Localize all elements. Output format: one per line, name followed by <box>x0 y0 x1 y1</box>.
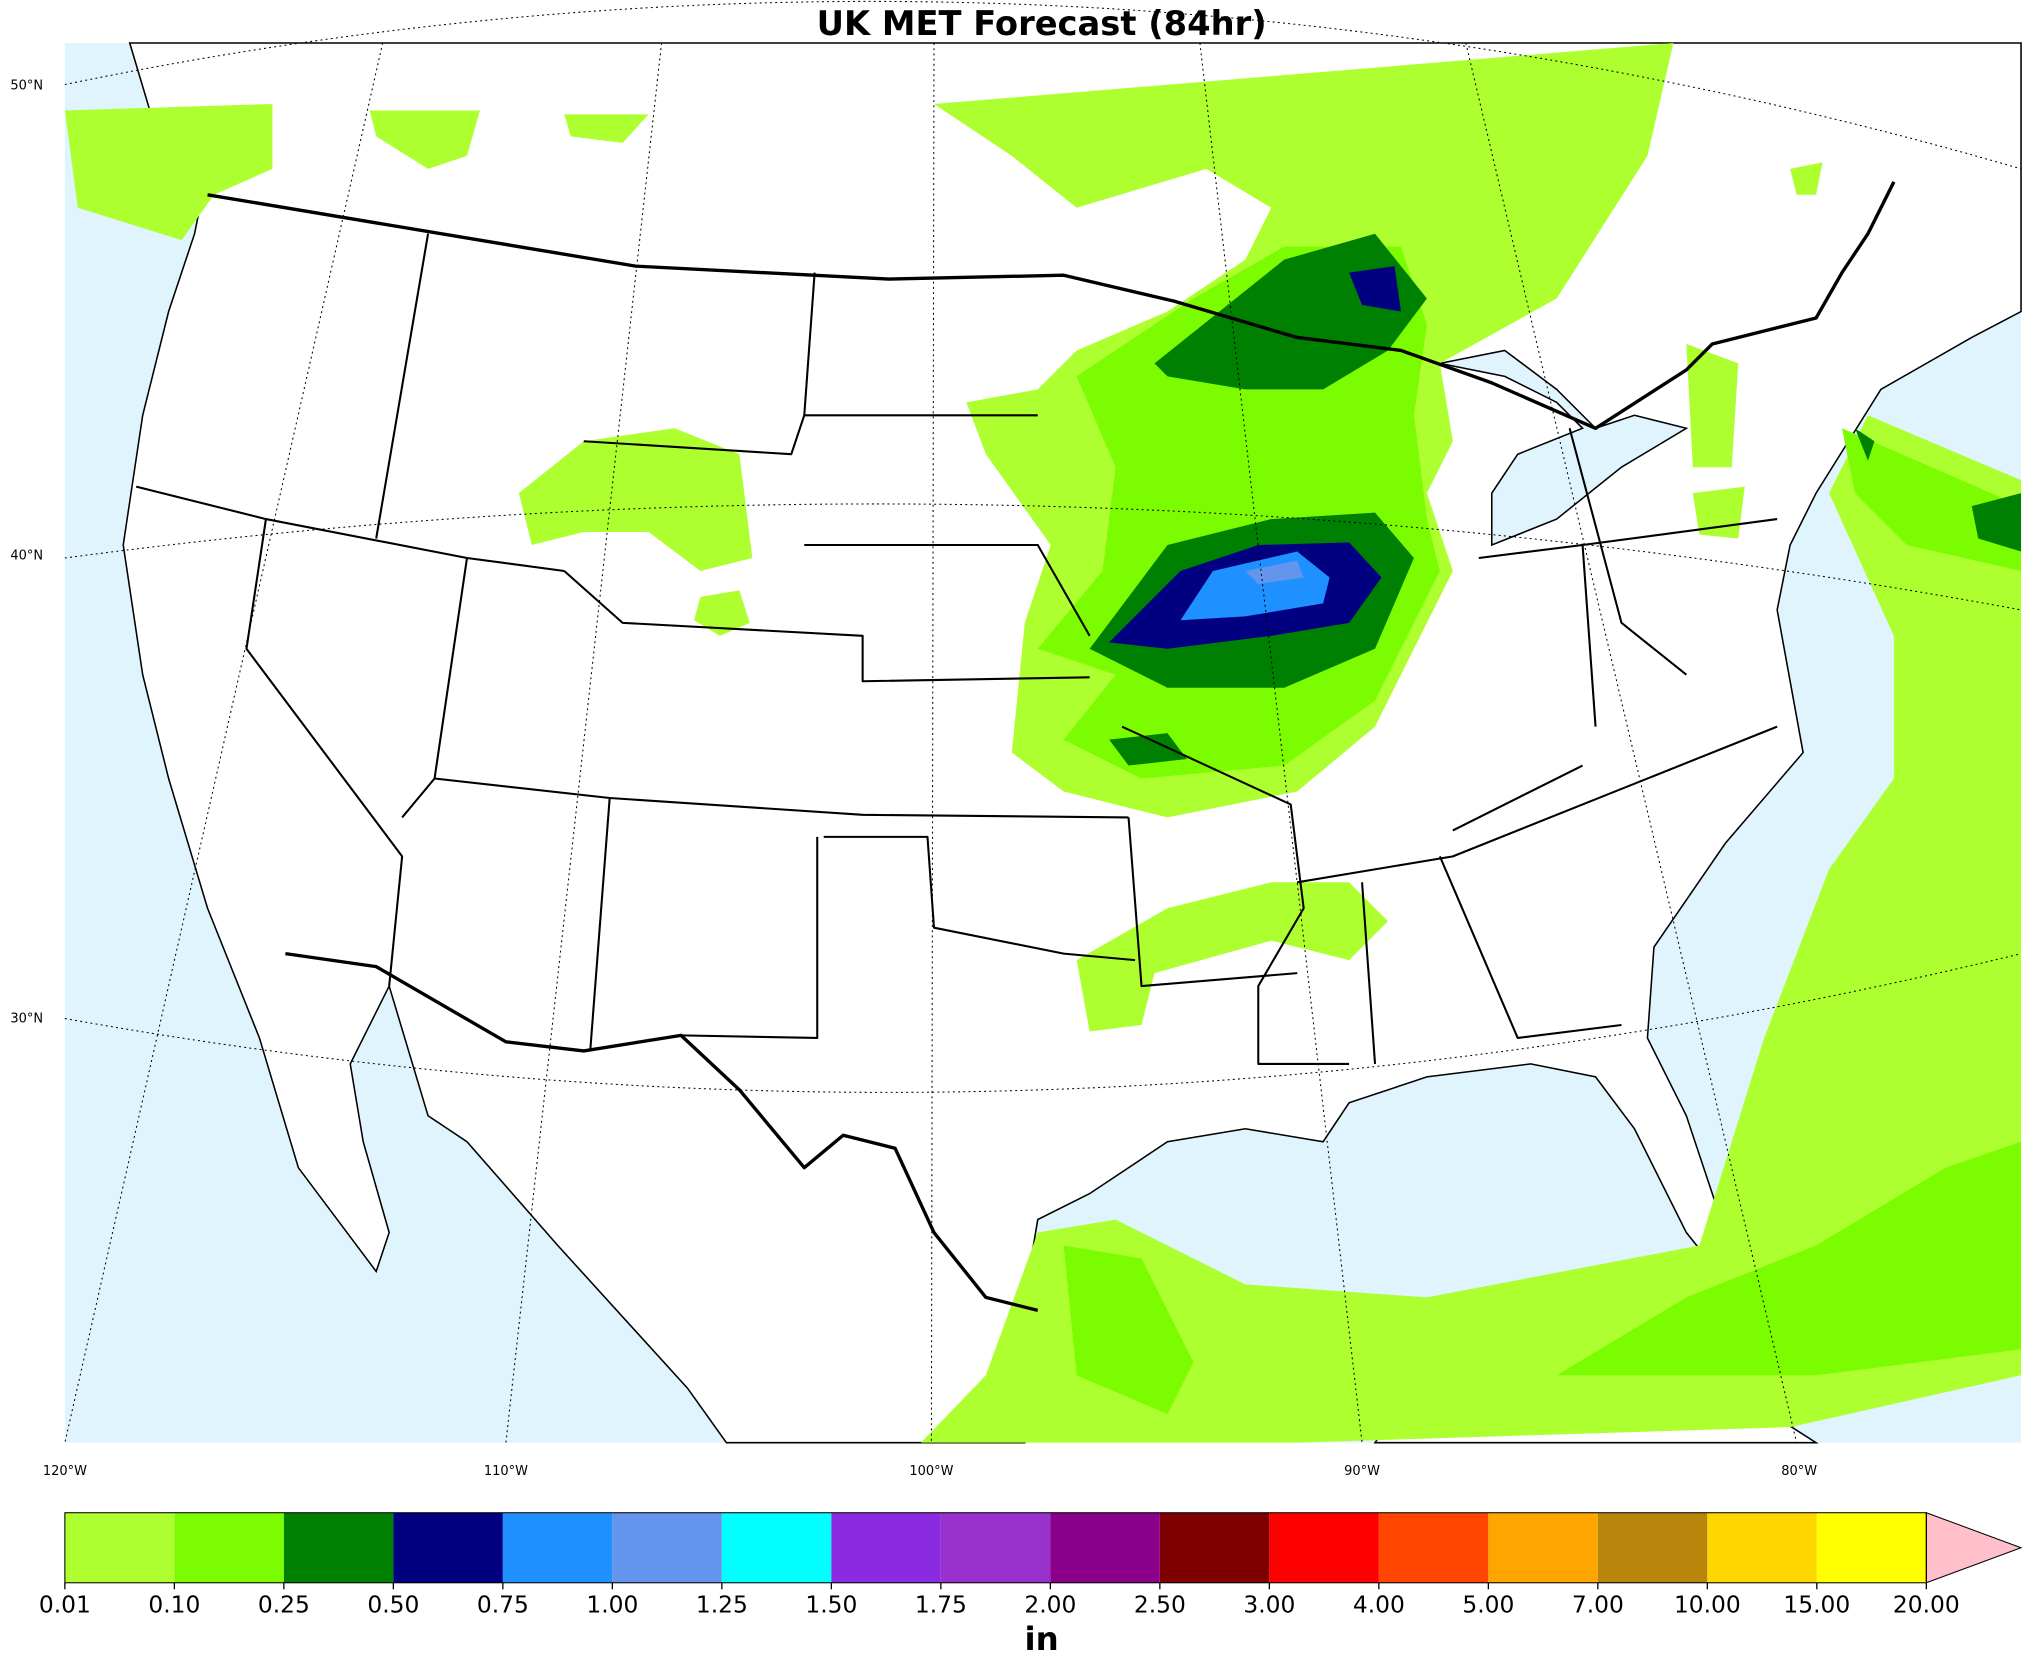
lon-label: 100°W <box>909 1464 953 1479</box>
colorbar-label: 20.00 <box>1893 1591 1960 1619</box>
colorbar-label: 0.50 <box>367 1591 419 1619</box>
colorbar-label: 2.00 <box>1024 1591 1076 1619</box>
lon-label: 80°W <box>1781 1464 1817 1479</box>
colorbar-label: 4.00 <box>1353 1591 1405 1619</box>
colorbar-label: 2.50 <box>1134 1591 1186 1619</box>
colorbar-label: 0.10 <box>148 1591 200 1619</box>
lat-label: 30°N <box>10 1011 43 1026</box>
colorbar-box <box>502 1512 613 1583</box>
precip-area <box>1854 428 2022 552</box>
colorbar-label: 7.00 <box>1572 1591 1624 1619</box>
precip-area <box>1245 560 1304 584</box>
colorbar: 0.01 0.10 0.25 0.50 0.75 1.00 1.25 1.50 1.75 2.00… <box>39 1511 2023 1619</box>
colorbar-box <box>721 1512 832 1583</box>
colorbar-box <box>283 1512 394 1583</box>
colorbar-box <box>1816 1512 1927 1583</box>
lat-label: 50°N <box>10 79 43 94</box>
state-lines <box>135 233 1778 1065</box>
colorbar-label: 0.01 <box>39 1591 91 1619</box>
colorbar-frame <box>64 1512 1927 1584</box>
colorbar-box <box>64 1512 175 1583</box>
colorbar-label: 1.50 <box>805 1591 857 1619</box>
colorbar-unit: in <box>1025 1620 1059 1658</box>
colorbar-label: 1.00 <box>586 1591 638 1619</box>
axis-labels: 50°N 40°N 30°N 120°W 110°W 100°W 90°W 80… <box>10 79 1817 1479</box>
colorbar-box <box>174 1512 284 1583</box>
colorbar-box <box>1597 1512 1708 1583</box>
title: UK MET Forecast (84hr) <box>817 4 1267 43</box>
great-lakes <box>1439 349 1689 547</box>
colorbar-box <box>1269 1512 1379 1583</box>
colorbar-label: 10.00 <box>1674 1591 1741 1619</box>
map <box>64 0 2022 1444</box>
colorbar-label: 15.00 <box>1783 1591 1850 1619</box>
colorbar-extend <box>1925 1511 2023 1584</box>
lat-label: 40°N <box>10 548 43 563</box>
colorbar-label: 1.25 <box>696 1591 748 1619</box>
graticule <box>64 0 2022 1443</box>
precip-area <box>1109 266 1401 649</box>
colorbar-box <box>1050 1512 1160 1583</box>
colorbar-label: 0.25 <box>258 1591 310 1619</box>
colorbar-box <box>1159 1512 1270 1583</box>
lon-label: 120°W <box>43 1464 87 1479</box>
colorbar-box <box>612 1512 722 1583</box>
country-border <box>207 181 1896 1313</box>
precip-area <box>1063 428 2022 1415</box>
precip-area <box>921 415 2022 1443</box>
colorbar-box <box>1378 1512 1489 1583</box>
precip <box>64 43 2022 1443</box>
lon-label: 90°W <box>1344 1464 1380 1479</box>
colorbar-box <box>1707 1512 1817 1583</box>
colorbar-label: 5.00 <box>1462 1591 1514 1619</box>
colorbar-label: 0.75 <box>477 1591 529 1619</box>
colorbar-box <box>940 1512 1051 1583</box>
colorbar-box <box>393 1512 503 1583</box>
lon-label: 110°W <box>484 1464 528 1479</box>
colorbar-box <box>831 1512 941 1583</box>
colorbar-label: 1.75 <box>915 1591 967 1619</box>
colorbar-box <box>1488 1512 1598 1583</box>
colorbar-label: 3.00 <box>1243 1591 1295 1619</box>
